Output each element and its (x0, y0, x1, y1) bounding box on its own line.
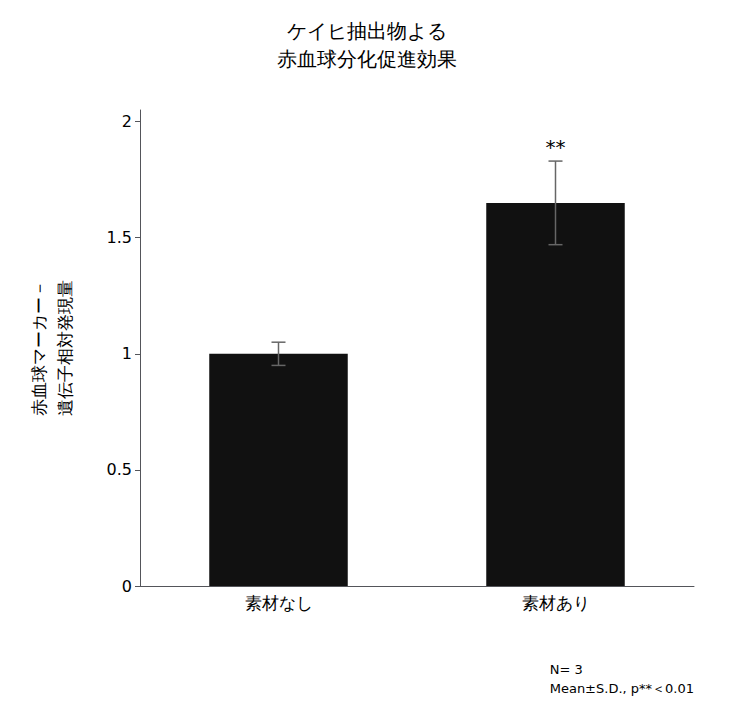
svg-text:遺伝子相対発現量: 遺伝子相対発現量 (55, 280, 75, 416)
svg-text:0.5: 0.5 (107, 460, 132, 479)
svg-text:赤血球マーカー－: 赤血球マーカー－ (29, 280, 49, 416)
svg-text:**: ** (546, 135, 566, 159)
svg-text:素材なし: 素材なし (245, 593, 313, 613)
svg-text:1: 1 (122, 344, 132, 363)
svg-text:赤血球分化促進効果: 赤血球分化促進効果 (277, 47, 457, 71)
svg-text:素材あり: 素材あり (522, 593, 590, 613)
svg-text:N= 3: N= 3 (550, 662, 583, 677)
svg-text:Mean±S.D., p**＜0.01: Mean±S.D., p**＜0.01 (550, 681, 694, 696)
svg-text:ケイヒ抽出物よる: ケイヒ抽出物よる (287, 19, 447, 43)
svg-text:1.5: 1.5 (107, 228, 132, 247)
svg-text:2: 2 (122, 112, 132, 131)
svg-text:0: 0 (122, 577, 132, 596)
